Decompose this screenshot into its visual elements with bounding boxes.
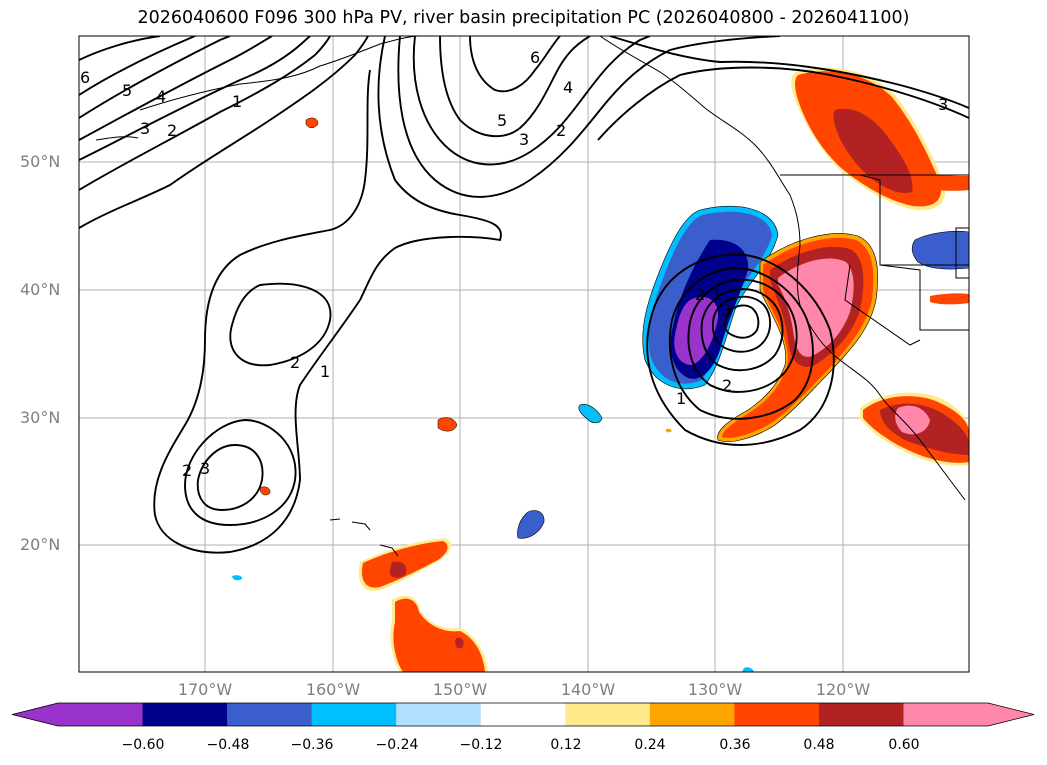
contour-label: 1	[232, 92, 242, 111]
contour-label: 3	[722, 301, 732, 320]
contour-label: 6	[80, 68, 90, 87]
map-title: 2026040600 F096 300 hPa PV, river basin …	[137, 8, 910, 28]
contour-labels: 6 5 4 3 2 1 6 5 4 3 2 3 2 1 2 3 2 1 2 1 …	[80, 48, 948, 480]
lon-label-140w: 140°W	[560, 680, 616, 699]
lat-label-50n: 50°N	[20, 152, 61, 171]
lat-label-40n: 40°N	[20, 280, 61, 299]
colorbar-outline	[11, 702, 1035, 727]
contour-label: 2	[556, 121, 566, 140]
colorbar-tick: 0.60	[888, 737, 920, 753]
contour-label: 3	[200, 459, 210, 478]
contour-label: 5	[497, 111, 507, 130]
lon-label-120w: 120°W	[815, 680, 871, 699]
colorbar-tick: 0.48	[803, 737, 835, 753]
colorbar-tick: −0.12	[459, 737, 503, 753]
contour-label: 2	[722, 376, 732, 395]
contour-label: 2	[167, 121, 177, 140]
map-frame	[78, 35, 970, 673]
contour-label: 3	[519, 130, 529, 149]
colorbar-segment	[649, 703, 735, 726]
colorbar-tick: 0.24	[634, 737, 666, 753]
lon-label-150w: 150°W	[432, 680, 488, 699]
colorbar-segment	[565, 703, 651, 726]
colorbar-segment	[903, 703, 989, 726]
colorbar-arrow-low	[12, 703, 58, 726]
contour-label: 2	[290, 353, 300, 372]
contour-label: 2	[695, 285, 705, 304]
colorbar-tick: 0.12	[550, 737, 582, 753]
colorbar-segment	[480, 703, 566, 726]
contour-label: 1	[676, 389, 686, 408]
contour-label: 1	[320, 362, 330, 381]
colorbar-tick: −0.48	[206, 737, 250, 753]
colorbar-segment	[396, 703, 482, 726]
lon-label-130w: 130°W	[687, 680, 743, 699]
colorbar-tick: 0.36	[719, 737, 751, 753]
colorbar-tick: −0.36	[290, 737, 334, 753]
lat-label-20n: 20°N	[20, 535, 61, 554]
lon-label-160w: 160°W	[305, 680, 361, 699]
contour-label: 1	[712, 285, 722, 304]
contour-label: 3	[938, 95, 948, 114]
contour-label: 2	[182, 461, 192, 480]
colorbar-segment	[58, 703, 144, 726]
pv-contours	[79, 36, 969, 554]
contour-label: 6	[530, 48, 540, 67]
colorbar-segment	[818, 703, 904, 726]
colorbar-segment	[311, 703, 397, 726]
contour-label: 5	[122, 81, 132, 100]
colorbar-arrow-high	[988, 703, 1034, 726]
colorbar-segment	[227, 703, 313, 726]
lon-label-170w: 170°W	[177, 680, 233, 699]
lat-label-30n: 30°N	[20, 408, 61, 427]
colorbar-segment	[734, 703, 820, 726]
colorbar	[11, 702, 1035, 727]
coastlines	[95, 36, 969, 557]
colorbar-tick: −0.60	[121, 737, 165, 753]
contour-label: 4	[156, 87, 166, 106]
colorbar-segment	[142, 703, 228, 726]
contour-label: 3	[140, 119, 150, 138]
contour-label: 4	[563, 78, 573, 97]
colorbar-tick: −0.24	[375, 737, 419, 753]
